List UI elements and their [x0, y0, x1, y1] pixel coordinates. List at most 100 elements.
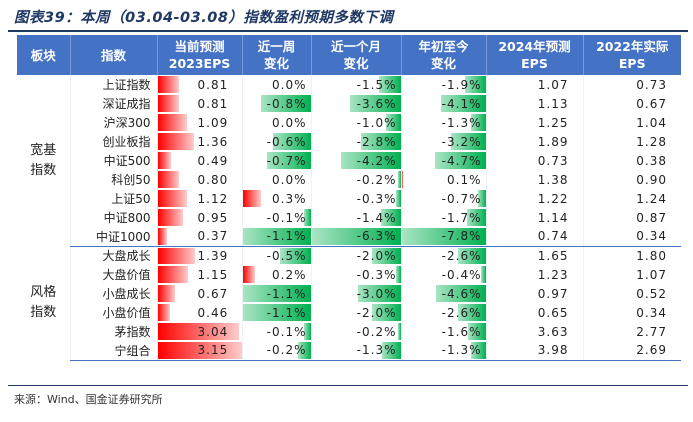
ytd-change-cell-value: -4.6%: [441, 286, 482, 301]
table-row: 创业板指 1.36 -0.6% -2.8% -3.2% 1.89 1.28: [17, 132, 681, 151]
eps2023-cell-value: 0.81: [197, 96, 229, 111]
data-bar: [311, 228, 401, 245]
index-name: 小盘成长: [69, 284, 157, 303]
ytd-change-cell-value: -4.1%: [441, 96, 482, 111]
eps2023-cell-value: 1.12: [197, 191, 229, 206]
eps2023-cell: 0.46: [156, 303, 242, 322]
month-change-cell: -1.4%: [310, 208, 401, 227]
week-change-cell-value: -0.1%: [266, 210, 307, 225]
eps2023-cell-value: 0.81: [197, 77, 229, 92]
table-row: 风格 指数 大盘成长 1.39 -0.5% -2.0% -2.6% 1.65 1.80: [17, 246, 681, 320]
data-bar: [396, 266, 401, 283]
month-change-cell-value: -0.2%: [356, 172, 397, 187]
data-bar: [401, 228, 486, 245]
eps2024-cell: 1.14: [485, 208, 583, 227]
title-rule: [8, 30, 688, 32]
week-change-cell-value: -0.8%: [266, 96, 307, 111]
footer-rule: [8, 385, 688, 386]
week-change-cell: 0.0%: [241, 170, 311, 189]
data-bar: [157, 95, 180, 112]
eps2024-cell: 1.07: [485, 75, 583, 94]
eps2024-cell: 3.98: [485, 341, 583, 361]
ytd-change-cell: -4.6%: [400, 284, 486, 303]
eps2023-cell-value: 3.04: [197, 324, 229, 339]
col-index-header: 指数: [69, 35, 157, 75]
eps2023-cell: 1.36: [156, 132, 242, 151]
eps2023-cell-value: 0.95: [197, 210, 229, 225]
eps2022-cell: 0.87: [582, 208, 681, 227]
data-bar: [360, 133, 401, 150]
week-change-cell-value: 0.0%: [272, 77, 307, 92]
table-row: 宁组合 3.15 -0.2% -1.3% -1.3% 3.98 2.69: [17, 341, 681, 361]
ytd-change-cell: -1.7%: [400, 208, 486, 227]
eps2022-cell: 1.04: [582, 113, 681, 132]
ytd-change-cell-value: -2.6%: [441, 305, 482, 320]
data-bar: [349, 95, 401, 112]
ytd-change-cell-value: -1.3%: [441, 115, 482, 130]
month-change-cell-value: -1.3%: [356, 343, 397, 358]
month-change-cell: -3.6%: [310, 94, 401, 113]
week-change-cell-value: -0.5%: [266, 248, 307, 263]
week-change-cell-value: 0.0%: [272, 172, 307, 187]
data-bar: [467, 209, 486, 226]
data-bar: [157, 171, 179, 188]
eps2022-cell: 2.69: [582, 341, 681, 361]
eps2023-cell: 0.80: [156, 170, 242, 189]
eps2022-cell: 0.90: [582, 170, 681, 189]
ytd-change-cell-value: -4.7%: [441, 153, 482, 168]
table-row: 小盘价值 0.46 -1.1% -2.0% -2.6% 0.65 0.34: [17, 303, 681, 322]
month-change-cell: -6.3%: [310, 227, 401, 247]
data-bar: [267, 152, 311, 169]
data-bar: [157, 114, 187, 131]
ytd-change-cell-value: -1.3%: [441, 343, 482, 358]
data-bar: [471, 114, 486, 131]
eps2022-cell: 0.73: [582, 75, 681, 94]
eps2024-cell: 1.89: [485, 132, 583, 151]
eps-expectation-table: 板块 指数 当前预测 2023EPS 近一周 变化 近一个月 变化 年初至今 变化 2024年预测 E…: [17, 35, 681, 361]
table-row: 茅指数 3.04 -0.1% -0.2% -1.6% 3.63 2.77: [17, 322, 681, 341]
data-bar: [157, 152, 171, 169]
eps2023-cell-value: 3.15: [197, 343, 229, 358]
eps2022-cell: 1.07: [582, 265, 681, 284]
week-change-cell-value: 0.3%: [272, 191, 307, 206]
header-row: 板块 指数 当前预测 2023EPS 近一周 变化 近一个月 变化 年初至今 变化 2024年预测 E…: [17, 35, 681, 75]
group-label: 宽基 指数: [30, 142, 57, 178]
index-name: 科创50: [69, 170, 157, 189]
table-row: 科创50 0.80 0.0% -0.2% 0.1% 1.38 0.90: [17, 170, 681, 189]
month-change-cell-value: -2.0%: [356, 305, 397, 320]
eps2023-cell: 1.09: [156, 113, 242, 132]
eps2024-cell: 0.74: [485, 227, 583, 247]
index-name: 中证500: [69, 151, 157, 170]
eps2023-cell-value: 0.49: [197, 153, 229, 168]
week-change-cell: 0.0%: [241, 113, 311, 132]
table-row: 小盘成长 0.67 -1.1% -3.0% -4.6% 0.97 0.52: [17, 284, 681, 303]
data-bar: [242, 266, 255, 283]
ytd-change-cell-value: -0.7%: [441, 191, 482, 206]
eps2024-cell: 0.97: [485, 284, 583, 303]
eps2022-cell: 0.52: [582, 284, 681, 303]
data-bar: [465, 76, 486, 93]
eps2022-cell: 0.34: [582, 227, 681, 247]
table-body: 宽基 指数 上证指数 0.81 0.0% -1.5% -1.9% 1.07 0.73 深证成指 0.…: [17, 75, 681, 361]
eps2024-cell: 1.38: [485, 170, 583, 189]
ytd-change-cell: -4.1%: [400, 94, 486, 113]
ytd-change-cell: -1.9%: [400, 75, 486, 94]
data-bar: [457, 247, 486, 264]
month-change-cell-value: -1.0%: [356, 115, 397, 130]
week-change-cell: -0.8%: [241, 94, 311, 113]
eps2023-cell: 1.39: [156, 246, 242, 265]
data-bar: [242, 304, 311, 321]
data-bar: [157, 285, 176, 302]
data-bar: [157, 266, 189, 283]
eps2023-cell: 0.95: [156, 208, 242, 227]
eps2023-cell: 1.15: [156, 265, 242, 284]
ytd-change-cell-value: -1.6%: [441, 324, 482, 339]
week-change-cell: -1.1%: [241, 227, 311, 247]
data-bar: [157, 209, 183, 226]
data-bar: [468, 323, 486, 340]
week-change-cell: -1.1%: [241, 284, 311, 303]
eps2023-cell: 1.12: [156, 189, 242, 208]
table-row: 上证50 1.12 0.3% -0.3% -0.7% 1.22 1.24: [17, 189, 681, 208]
ytd-change-cell: -0.4%: [400, 265, 486, 284]
month-change-cell: -2.0%: [310, 303, 401, 322]
